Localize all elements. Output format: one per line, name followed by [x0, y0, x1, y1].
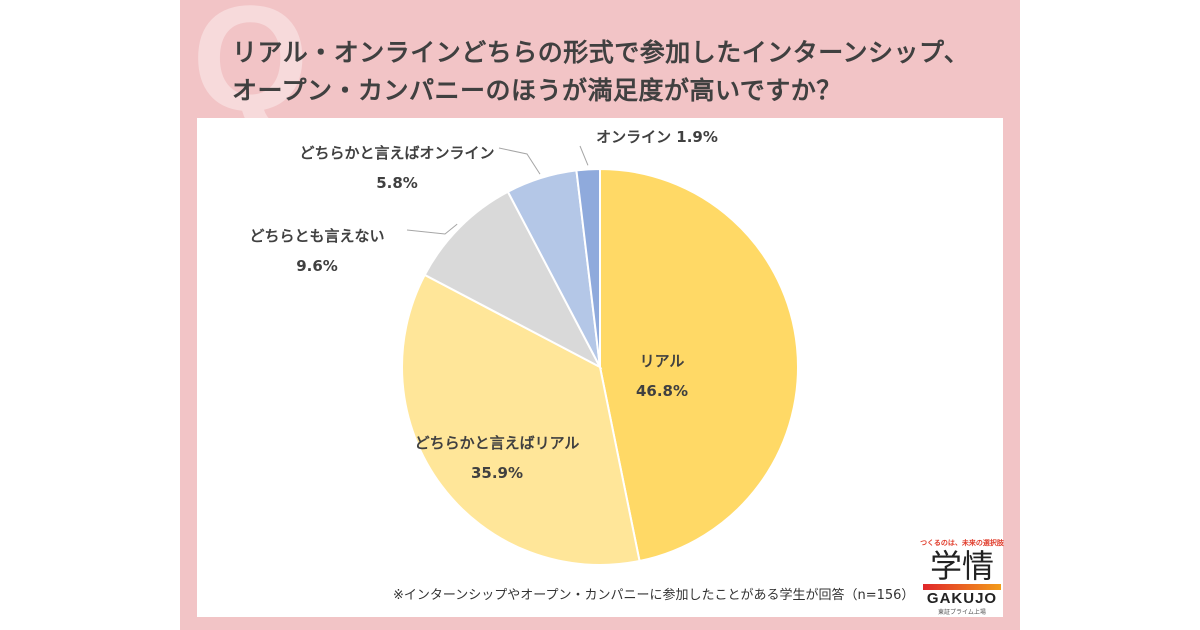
- chart-area: リアル 46.8% どちらかと言えばリアル 35.9% どちらとも言えない 9.6% どちら…: [197, 118, 1004, 617]
- gakujo-logo: つくるのは、未来の選択肢 学情 GAKUJO 東証プライム上場: [917, 538, 1007, 616]
- leader-line: [579, 145, 589, 166]
- slice-label: どちらとも言えない: [249, 227, 384, 245]
- pie-slice: [599, 167, 799, 563]
- logo-tagline: つくるのは、未来の選択肢: [920, 539, 1004, 547]
- title-line-2: オープン・カンパニーのほうが満足度が高いですか？: [232, 76, 842, 105]
- leader-line: [406, 223, 458, 235]
- slice-label: どちらかと言えばリアル: [415, 434, 580, 452]
- chart-title: リアル・オンラインどちらの形式で参加したインターンシップ、 オープン・カンパニー…: [232, 34, 1012, 110]
- slice-label: どちらかと言えばオンライン: [299, 144, 494, 162]
- footnote: ※インターンシップやオープン・カンパニーに参加したことがある学生が回答（n=15…: [393, 588, 915, 603]
- slice-value-label: 5.8%: [376, 174, 418, 192]
- slice-value-label: 46.8%: [636, 382, 688, 400]
- leader-line: [498, 147, 541, 175]
- logo-english: GAKUJO: [926, 590, 998, 607]
- pie-slice: [401, 273, 641, 566]
- logo-sub: 東証プライム上場: [938, 609, 986, 616]
- slice-value-label: 35.9%: [471, 464, 523, 482]
- pie-slice: [575, 167, 601, 368]
- pie-chart: リアル 46.8% どちらかと言えばリアル 35.9% どちらとも言えない 9.6% どちら…: [249, 128, 799, 566]
- pie-slice: [423, 190, 603, 370]
- logo-kanji: 学情: [929, 547, 994, 585]
- logo-bar: [923, 584, 1001, 590]
- title-line-1: リアル・オンラインどちらの形式で参加したインターンシップ、: [232, 38, 970, 67]
- slice-label: オンライン 1.9%: [596, 128, 718, 146]
- background-panel: Q リアル・オンラインどちらの形式で参加したインターンシップ、 オープン・カンパ…: [180, 0, 1020, 630]
- slice-label: リアル: [640, 352, 685, 370]
- slice-value-label: 9.6%: [296, 257, 338, 275]
